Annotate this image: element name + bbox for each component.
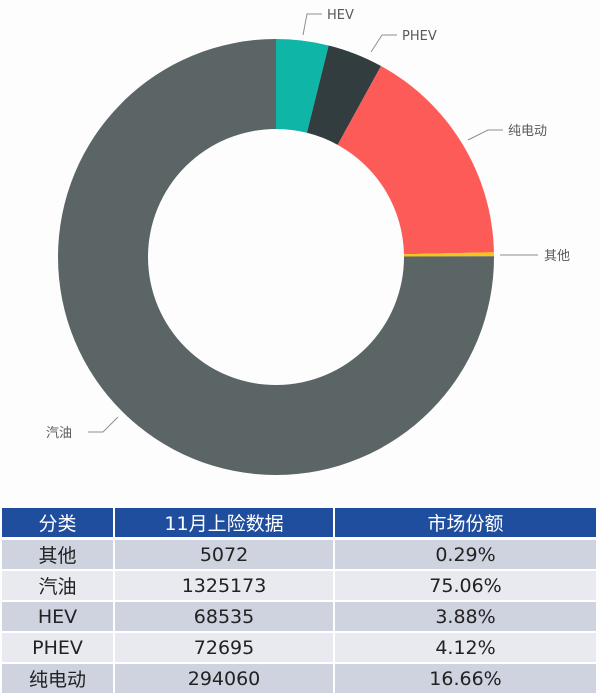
cell-registrations: 1325173 bbox=[114, 570, 335, 602]
table-row: 汽油 1325173 75.06% bbox=[2, 570, 596, 602]
cell-share: 4.12% bbox=[334, 632, 596, 664]
cell-share: 16.66% bbox=[334, 663, 596, 695]
donut-slices bbox=[58, 39, 495, 475]
leader-line-hev bbox=[302, 13, 322, 36]
label-phev: PHEV bbox=[402, 29, 437, 44]
table-header-row: 分类 11月上险数据 市场份额 bbox=[2, 508, 596, 540]
cell-category: HEV bbox=[2, 601, 115, 633]
label-hev: HEV bbox=[327, 8, 354, 23]
cell-registrations: 5072 bbox=[114, 538, 335, 571]
donut-slice-0 bbox=[276, 39, 329, 133]
header-category: 分类 bbox=[2, 508, 115, 540]
cell-registrations: 294060 bbox=[114, 663, 335, 695]
cell-share: 0.29% bbox=[334, 538, 596, 571]
cell-share: 3.88% bbox=[334, 601, 596, 633]
donut-slice-3 bbox=[403, 252, 494, 257]
cell-registrations: 72695 bbox=[114, 632, 335, 664]
donut-slice-2 bbox=[337, 65, 494, 255]
data-table: 分类 11月上险数据 市场份额 其他 5072 0.29% 汽油 1325173… bbox=[2, 508, 596, 695]
donut-chart: HEV PHEV 纯电动 其他 汽油 bbox=[46, 8, 570, 475]
leader-line-gasoline bbox=[88, 416, 119, 433]
table-row: PHEV 72695 4.12% bbox=[2, 632, 596, 664]
donut-slice-1 bbox=[306, 45, 382, 145]
cell-share: 75.06% bbox=[334, 570, 596, 602]
cell-category: PHEV bbox=[2, 632, 115, 664]
header-november-registrations: 11月上险数据 bbox=[114, 508, 335, 540]
table-row: 纯电动 294060 16.66% bbox=[2, 663, 596, 695]
cell-category: 汽油 bbox=[2, 570, 115, 602]
label-bev: 纯电动 bbox=[508, 124, 547, 139]
header-market-share: 市场份额 bbox=[334, 508, 596, 540]
table-row: 其他 5072 0.29% bbox=[2, 538, 596, 571]
cell-registrations: 68535 bbox=[114, 601, 335, 633]
label-other: 其他 bbox=[544, 249, 570, 264]
table-row: HEV 68535 3.88% bbox=[2, 601, 596, 633]
leader-line-phev bbox=[370, 34, 397, 53]
cell-category: 其他 bbox=[2, 538, 115, 571]
leader-line-bev bbox=[467, 129, 503, 141]
leader-lines bbox=[88, 13, 538, 433]
cell-category: 纯电动 bbox=[2, 663, 115, 695]
label-gasoline: 汽油 bbox=[46, 426, 72, 441]
donut-slice-4 bbox=[58, 39, 495, 475]
